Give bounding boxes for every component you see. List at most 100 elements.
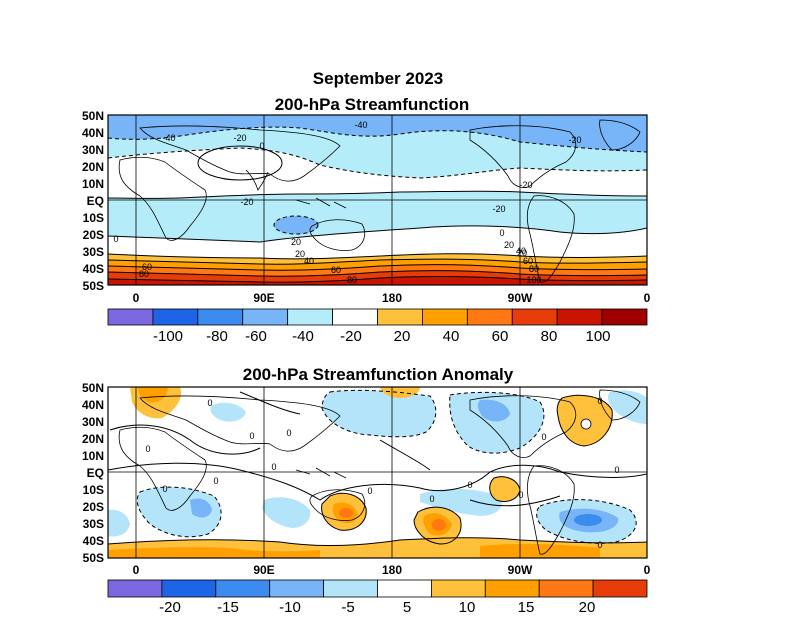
panel2-lon-axis: 0 90E 180 90W 0 (133, 563, 651, 577)
panel2-lat-label: 40S (83, 534, 104, 548)
panel1-lat-label: EQ (87, 194, 104, 208)
panel1-lon-label: 180 (382, 291, 402, 305)
panel1-lat-label: 50S (83, 279, 104, 293)
panel1-title: 200-hPa Streamfunction (275, 95, 470, 114)
contour-label: 60 (142, 262, 152, 272)
panel2-contour-labels: 0 0 0 0 0 0 0 0 0 0 0 0 0 0 0 (145, 396, 619, 550)
panel2-lat-label: 30N (82, 415, 104, 429)
panel1-contour-line (197, 145, 283, 181)
coastline-north-america (469, 395, 577, 458)
panel1-contour-line (108, 147, 647, 179)
panel2-contour-line (239, 391, 301, 415)
contour-label: -40 (162, 133, 175, 143)
colorbar-label: -10 (279, 599, 301, 616)
colorbar-label: -40 (292, 328, 314, 345)
panel1-map (108, 115, 647, 285)
contour-label: 40 (516, 246, 526, 256)
colorbar-swatch (197, 308, 244, 326)
contour-label: 20 (291, 237, 301, 247)
panel2-lat-label: 50S (83, 551, 104, 565)
panel1-lon-label: 90E (253, 291, 274, 305)
colorbar-label: 40 (443, 328, 460, 345)
panel2-gridlines (108, 387, 647, 558)
contour-label: 20 (504, 240, 514, 250)
colorbar-swatch (107, 308, 154, 326)
panel2-lon-label: 90E (253, 563, 274, 577)
panel2-contour-line (108, 537, 647, 547)
colorbar-label: -5 (341, 599, 354, 616)
contour-label: 0 (467, 480, 472, 490)
coastline-greenland-europe (599, 389, 641, 421)
panel2-lat-axis: 50N 40N 30N 20N 10N EQ 10S 20S 30S 40S 5… (82, 381, 104, 565)
panel1-lon-label: 0 (133, 291, 140, 305)
colorbar-swatch (430, 579, 486, 598)
panel2-positive-core (138, 387, 168, 403)
panel2-positive-core (108, 547, 320, 558)
panel2-negative-region (108, 509, 130, 537)
colorbar-swatch (152, 308, 199, 326)
contour-label: -20 (519, 180, 532, 190)
colorbar-swatch (215, 579, 271, 598)
panel2-lon-label: 90W (508, 563, 533, 577)
contour-label: 0 (597, 396, 602, 406)
contour-label: 0 (597, 540, 602, 550)
panel1-north-white-region (108, 148, 647, 199)
colorbar-label: -20 (159, 599, 181, 616)
contour-label: 0 (207, 398, 212, 408)
contour-label: 0 (271, 462, 276, 472)
colorbar-label: -80 (206, 328, 228, 345)
panel1-north-negative-region (108, 115, 647, 152)
panel1-coastlines (118, 119, 641, 283)
panel1-lon-axis: 0 90E 180 90W 0 (133, 291, 651, 305)
colorbar-swatch (511, 308, 558, 326)
panel2-colorbar-labels: -20 -15 -10 -5 5 10 15 20 (159, 599, 595, 616)
colorbar-swatch (556, 308, 603, 326)
panel2-lat-label: 10N (82, 449, 104, 463)
panel1-contour-line (273, 215, 319, 235)
panel2-positive-peak (432, 519, 446, 531)
panel1-contour-line (108, 190, 647, 199)
panel2-negative-region (322, 390, 436, 437)
contour-label: -20 (240, 197, 253, 207)
coastline-south-america (526, 195, 575, 283)
contour-label: 0 (518, 490, 523, 500)
panel2-contour-line (469, 495, 561, 507)
colorbar-swatch (377, 579, 432, 598)
contour-label: 0 (614, 465, 619, 475)
panel1-lat-label: 30S (83, 245, 104, 259)
contour-label: -40 (354, 120, 367, 130)
colorbar-label: 20 (579, 599, 596, 616)
panel2-contour-line (109, 424, 261, 455)
panel1-contour-line (108, 258, 647, 265)
panel2-positive-core (480, 543, 600, 558)
colorbar-label: 20 (394, 328, 411, 345)
panel2-lat-label: 30S (83, 517, 104, 531)
panel1-contour-line (108, 270, 647, 277)
panel2-contour-line (136, 486, 222, 538)
panel2-negative-core (190, 498, 212, 518)
panel1-contour-line (108, 264, 647, 271)
coastline-africa (118, 426, 207, 511)
panel2-lon-label: 0 (644, 563, 651, 577)
contour-label: 0 (367, 486, 372, 496)
panel2-contour-line (536, 499, 637, 544)
colorbar-swatch (601, 308, 648, 326)
panel2-negative-core (477, 399, 510, 422)
coastline-africa (118, 156, 207, 241)
panel1-contour-labels: -40 -20 0 -40 -20 -20 -20 0 20 20 40 60 … (113, 120, 581, 285)
contour-label: 80 (529, 264, 539, 274)
contour-label: 0 (286, 428, 291, 438)
colorbar-label: 10 (459, 599, 476, 616)
colorbar-swatch (332, 308, 378, 326)
colorbar-label: 15 (518, 599, 535, 616)
panel1-lat-label: 20N (82, 160, 104, 174)
contour-label: -20 (233, 133, 246, 143)
contour-label: 100 (526, 275, 541, 285)
colorbar-swatch (466, 308, 513, 326)
panel1-contour-line (108, 253, 647, 260)
colorbar-swatch (323, 579, 378, 598)
panel2-contour-line (556, 394, 613, 447)
panel1-lat-label: 10N (82, 177, 104, 191)
coastline-north-america (469, 125, 577, 188)
